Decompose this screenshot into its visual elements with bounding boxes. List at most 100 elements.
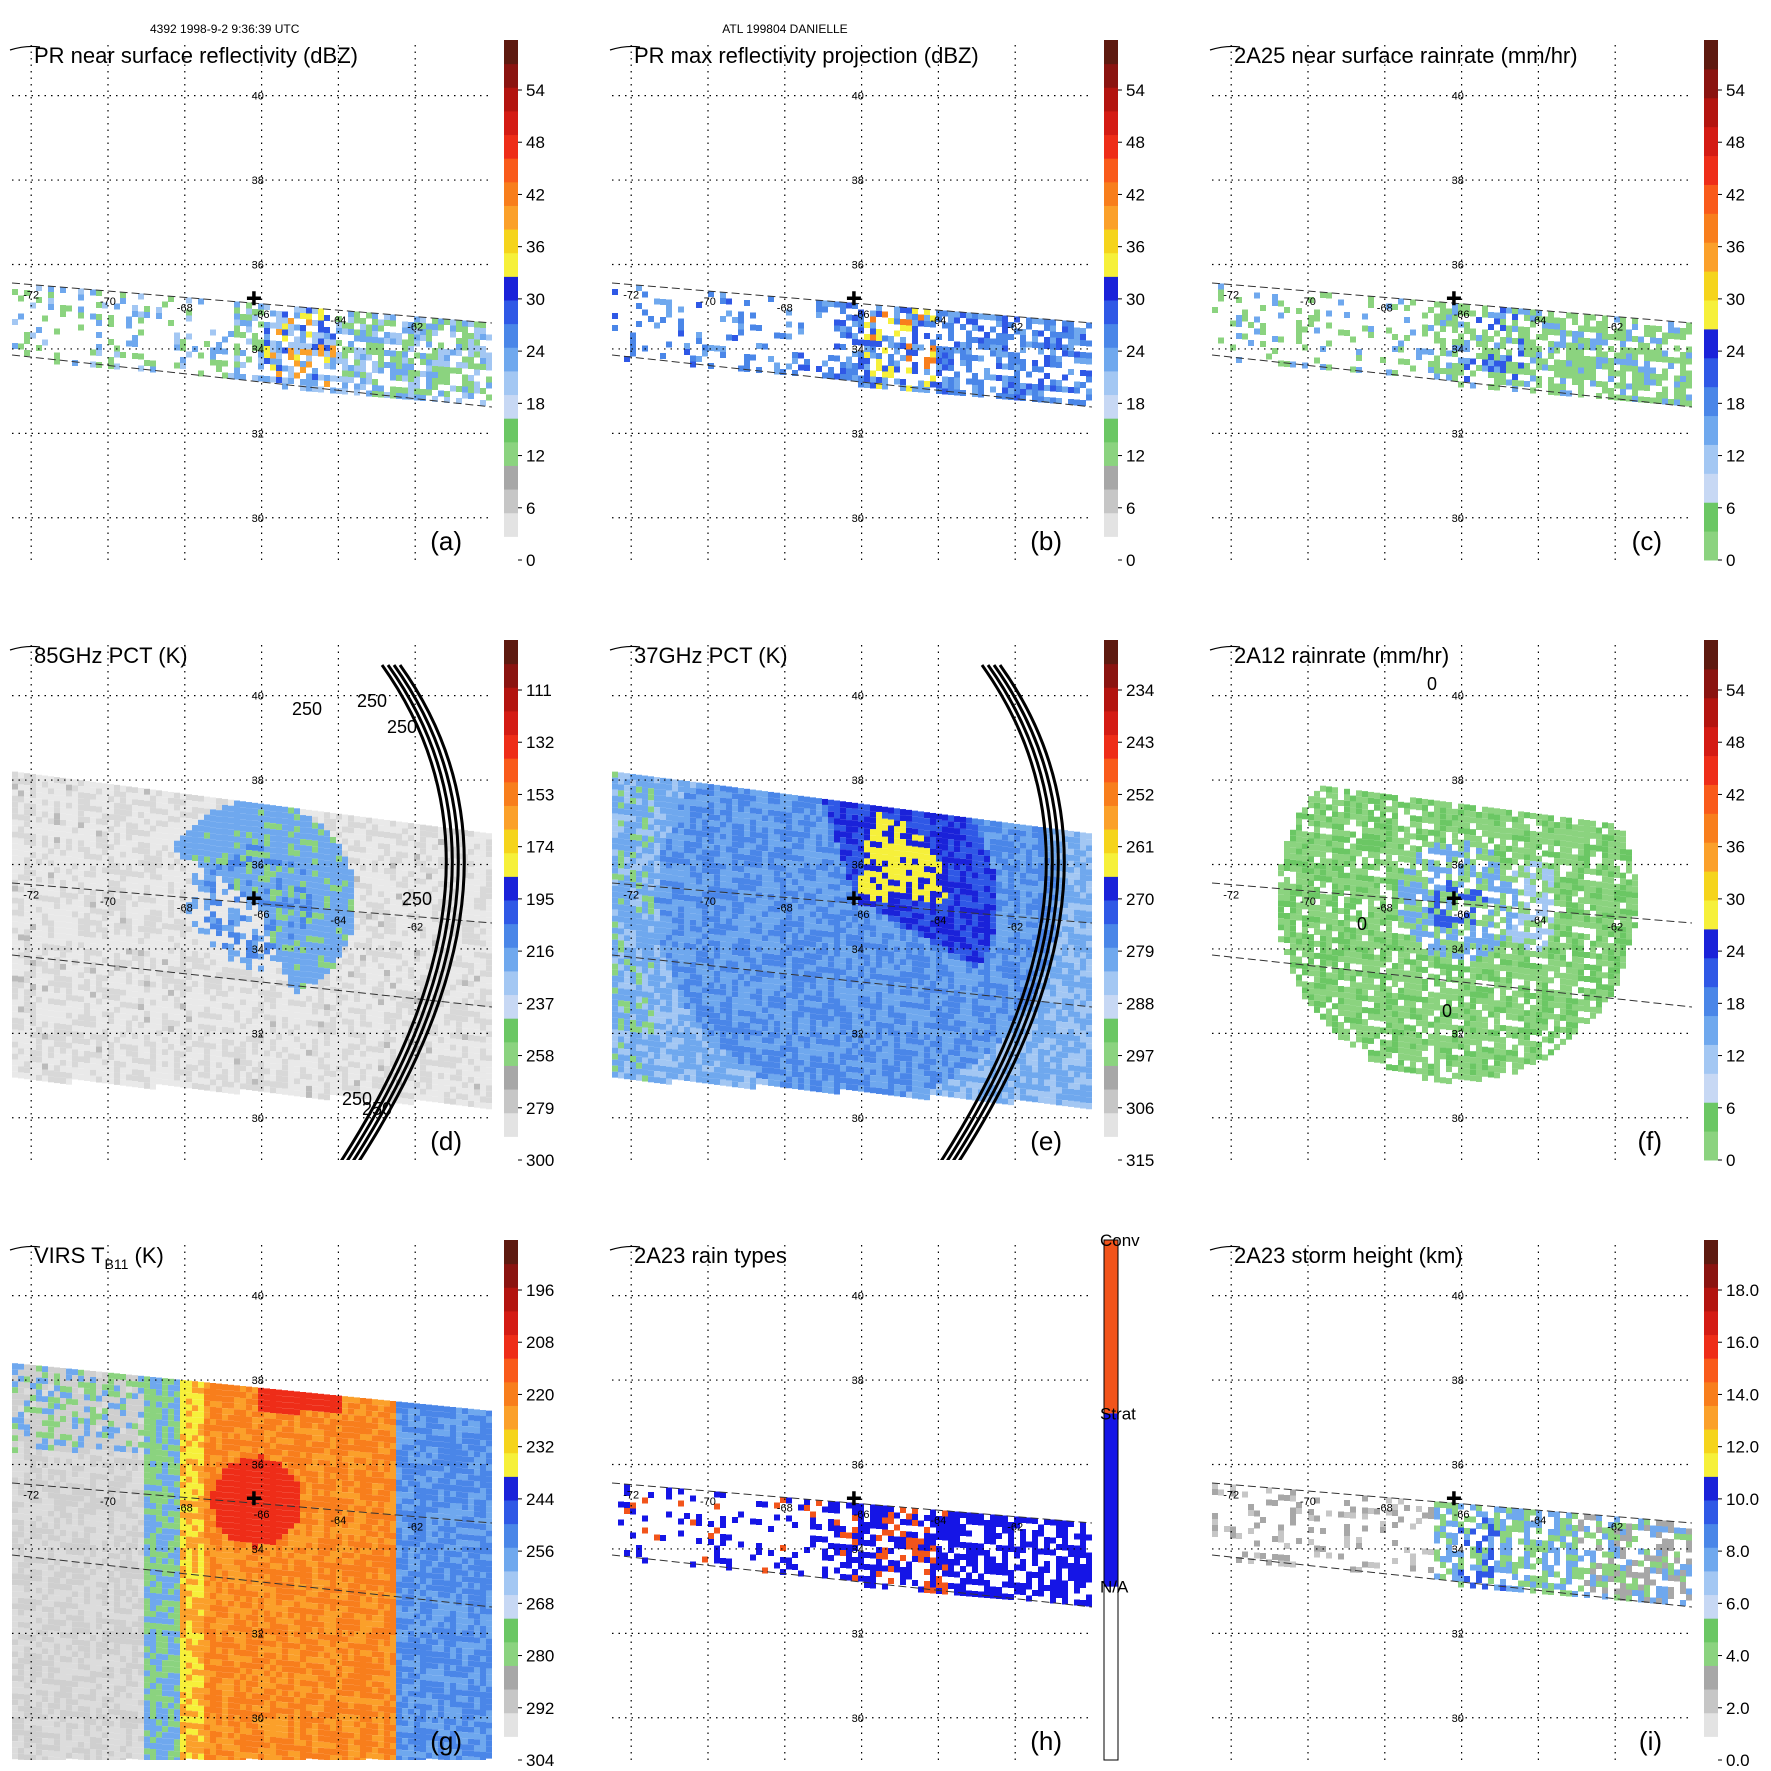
- field-cell: [54, 1071, 60, 1078]
- field-cell: [282, 890, 288, 897]
- field-cell: [348, 893, 354, 900]
- field-cell: [822, 306, 828, 313]
- field-cell: [264, 924, 270, 931]
- field-cell: [246, 1054, 252, 1061]
- field-cell: [48, 782, 54, 789]
- field-cell: [294, 952, 300, 959]
- field-cell: [252, 1042, 258, 1049]
- field-cell: [144, 986, 150, 993]
- field-cell: [1566, 372, 1572, 379]
- field-cell: [342, 814, 348, 821]
- field-cell: [1506, 379, 1512, 386]
- field-cell: [1620, 335, 1626, 341]
- field-cell: [54, 981, 60, 988]
- field-cell: [720, 292, 726, 298]
- field-cell: [408, 973, 414, 980]
- field-cell: [60, 975, 66, 982]
- colorbar-segment: [504, 87, 518, 112]
- field-cell: [480, 388, 486, 394]
- field-cell: [1596, 381, 1602, 387]
- field-cell: [66, 790, 72, 797]
- field-cell: [402, 960, 408, 967]
- field-cell: [318, 1033, 324, 1040]
- field-cell: [144, 1034, 150, 1041]
- field-cell: [246, 910, 252, 917]
- field-cell: [24, 779, 30, 786]
- field-cell: [24, 857, 30, 864]
- field-cell: [138, 890, 144, 897]
- field-cell: [432, 324, 438, 330]
- field-cell: [840, 368, 846, 374]
- field-cell: [180, 895, 186, 902]
- field-cell: [150, 807, 156, 814]
- field-cell: [1638, 372, 1644, 379]
- field-cell: [312, 308, 318, 314]
- field-cell: [348, 995, 354, 1002]
- field-cell: [174, 906, 180, 913]
- field-cell: [18, 772, 24, 779]
- field-cell: [312, 942, 318, 949]
- field-cell: [222, 1056, 228, 1063]
- field-cell: [192, 999, 198, 1006]
- field-cell: [108, 357, 114, 363]
- field-cell: [222, 1032, 228, 1039]
- field-cell: [378, 1095, 384, 1102]
- field-cell: [354, 966, 360, 973]
- field-cell: [318, 901, 324, 908]
- field-cell: [216, 846, 222, 853]
- field-cell: [1608, 370, 1614, 376]
- field-cell: [354, 840, 360, 847]
- field-cell: [222, 972, 228, 979]
- field-cell: [48, 884, 54, 891]
- field-cell: [168, 320, 174, 326]
- field-cell: [234, 1076, 240, 1083]
- field-cell: [144, 1022, 150, 1029]
- field-cell: [60, 879, 66, 886]
- field-cell: [120, 839, 126, 846]
- field-cell: [384, 338, 390, 344]
- field-cell: [234, 1010, 240, 1017]
- field-cell: [240, 1047, 246, 1054]
- field-cell: [174, 966, 180, 973]
- field-cell: [390, 862, 396, 869]
- field-cell: [372, 884, 378, 891]
- field-cell: [294, 832, 300, 839]
- field-cell: [24, 923, 30, 930]
- field-cell: [1392, 304, 1398, 310]
- field-cell: [54, 1077, 60, 1084]
- field-cell: [120, 1079, 126, 1086]
- field-cell: [306, 857, 312, 864]
- field-cell: [18, 838, 24, 845]
- field-cell: [366, 1063, 372, 1070]
- field-cell: [48, 800, 54, 807]
- field-cell: [138, 1058, 144, 1065]
- field-cell: [300, 929, 306, 936]
- field-cell: [1044, 385, 1050, 391]
- field-cell: [1032, 384, 1038, 390]
- field-cell: [942, 310, 948, 317]
- field-cell: [384, 819, 390, 826]
- field-cell: [1410, 365, 1416, 372]
- field-cell: [162, 1037, 168, 1044]
- field-cell: [294, 348, 300, 355]
- field-cell: [330, 1058, 336, 1065]
- field-cell: [900, 343, 906, 349]
- field-cell: [216, 966, 222, 973]
- field-cell: [24, 845, 30, 852]
- field-cell: [1062, 350, 1068, 357]
- field-cell: [102, 981, 108, 988]
- field-cell: [1452, 375, 1458, 381]
- field-cell: [258, 827, 264, 834]
- field-cell: [312, 936, 318, 943]
- field-cell: [1548, 353, 1554, 359]
- field-cell: [348, 923, 354, 930]
- field-cell: [204, 1054, 210, 1061]
- field-cell: [354, 990, 360, 997]
- field-cell: [42, 997, 48, 1004]
- field-cell: [78, 1032, 84, 1039]
- field-cell: [108, 976, 114, 983]
- field-cell: [390, 946, 396, 953]
- field-cell: [1038, 348, 1044, 355]
- field-cell: [906, 385, 912, 392]
- field-cell: [1536, 352, 1542, 358]
